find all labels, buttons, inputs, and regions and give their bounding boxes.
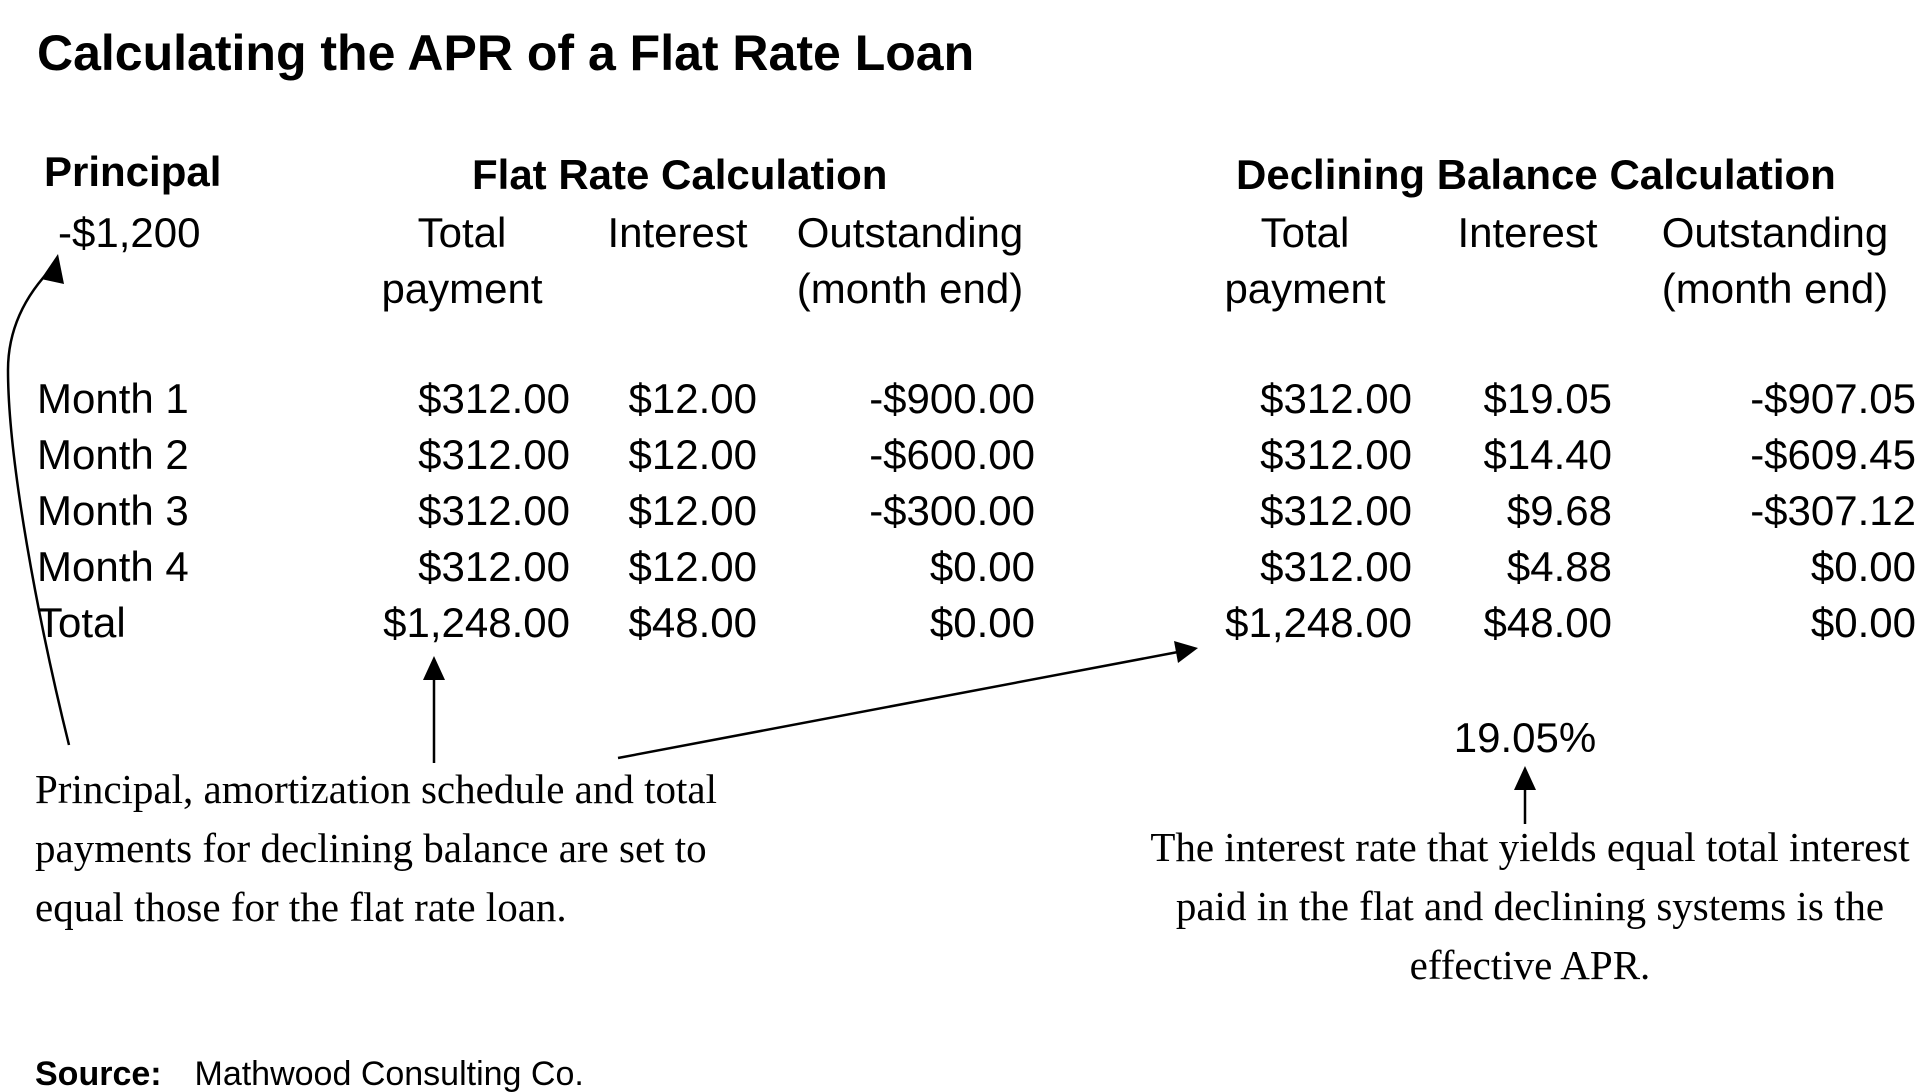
row-label-month-1: Month 1 xyxy=(37,375,189,422)
declining-total-month-3: $312.00 xyxy=(1260,487,1412,534)
row-label-month-3: Month 3 xyxy=(37,487,189,534)
flat-total-month-3: $312.00 xyxy=(418,487,570,534)
flat-interest-month-2: $12.00 xyxy=(628,431,757,478)
declining-total-month-1: $312.00 xyxy=(1260,375,1412,422)
source-label: Source: xyxy=(35,1055,162,1092)
flat-interest-header: Interest xyxy=(607,209,748,256)
diagram-title: Calculating the APR of a Flat Rate Loan xyxy=(37,25,975,81)
right-annotation: The interest rate that yields equal tota… xyxy=(1150,824,1910,988)
declining-outstanding-month-4: $0.00 xyxy=(1810,543,1916,590)
declining-outstanding-header-line2: (month end) xyxy=(1661,265,1889,312)
flat-interest-month-1: $12.00 xyxy=(628,375,757,422)
source-text: Mathwood Consulting Co. xyxy=(194,1055,584,1092)
row-label-total: Total xyxy=(37,599,126,646)
flat-outstanding-total: $0.00 xyxy=(929,599,1035,646)
declining-total-header-line2: payment xyxy=(1224,265,1386,312)
flat-interest-total: $48.00 xyxy=(628,599,757,646)
declining-outstanding-month-2: -$609.45 xyxy=(1750,431,1916,478)
flat-outstanding-month-4: $0.00 xyxy=(929,543,1035,590)
principal-label: Principal xyxy=(44,148,222,195)
flat-outstanding-month-3: -$300.00 xyxy=(869,487,1035,534)
effective-apr-value: 19.05% xyxy=(1453,714,1597,761)
flat-total-total: $1,248.00 xyxy=(383,599,570,646)
declining-outstanding-header-line1: Outstanding xyxy=(1661,209,1889,256)
declining-total-month-4: $312.00 xyxy=(1260,543,1412,590)
declining-total-header-line1: Total xyxy=(1260,209,1350,256)
declining-interest-header: Interest xyxy=(1457,209,1598,256)
flat-total-header-line1: Total xyxy=(417,209,507,256)
arrow-to-flat-total xyxy=(423,656,445,763)
flat-interest-month-3: $12.00 xyxy=(628,487,757,534)
principal-value: -$1,200 xyxy=(58,209,201,256)
declining-interest-month-2: $14.40 xyxy=(1483,431,1612,478)
flat-total-month-4: $312.00 xyxy=(418,543,570,590)
flat-outstanding-header-line1: Outstanding xyxy=(796,209,1024,256)
arrow-to-principal xyxy=(6,254,71,746)
declining-outstanding-month-1: -$907.05 xyxy=(1750,375,1916,422)
flat-interest-month-4: $12.00 xyxy=(628,543,757,590)
declining-total-total: $1,248.00 xyxy=(1225,599,1412,646)
flat-outstanding-month-2: -$600.00 xyxy=(869,431,1035,478)
declining-outstanding-total: $0.00 xyxy=(1810,599,1916,646)
left-annotation: Principal, amortization schedule and tot… xyxy=(35,766,717,930)
arrow-to-declining-total xyxy=(617,641,1198,760)
declining-interest-month-4: $4.88 xyxy=(1506,543,1612,590)
declining-interest-total: $48.00 xyxy=(1483,599,1612,646)
declining-interest-month-3: $9.68 xyxy=(1506,487,1612,534)
declining-interest-month-1: $19.05 xyxy=(1483,375,1612,422)
flat-outstanding-month-1: -$900.00 xyxy=(869,375,1035,422)
flat-total-header-line2: payment xyxy=(381,265,543,312)
flat-total-month-2: $312.00 xyxy=(418,431,570,478)
row-label-month-2: Month 2 xyxy=(37,431,189,478)
declining-outstanding-month-3: -$307.12 xyxy=(1750,487,1916,534)
source-line: Source: Mathwood Consulting Co. xyxy=(35,1057,584,1091)
declining-total-month-2: $312.00 xyxy=(1260,431,1412,478)
row-label-month-4: Month 4 xyxy=(37,543,189,590)
arrow-to-apr xyxy=(1514,766,1536,824)
flat-outstanding-header-line2: (month end) xyxy=(796,265,1024,312)
declining-balance-heading: Declining Balance Calculation xyxy=(1236,151,1836,198)
flat-total-month-1: $312.00 xyxy=(418,375,570,422)
flat-rate-heading: Flat Rate Calculation xyxy=(472,151,888,198)
